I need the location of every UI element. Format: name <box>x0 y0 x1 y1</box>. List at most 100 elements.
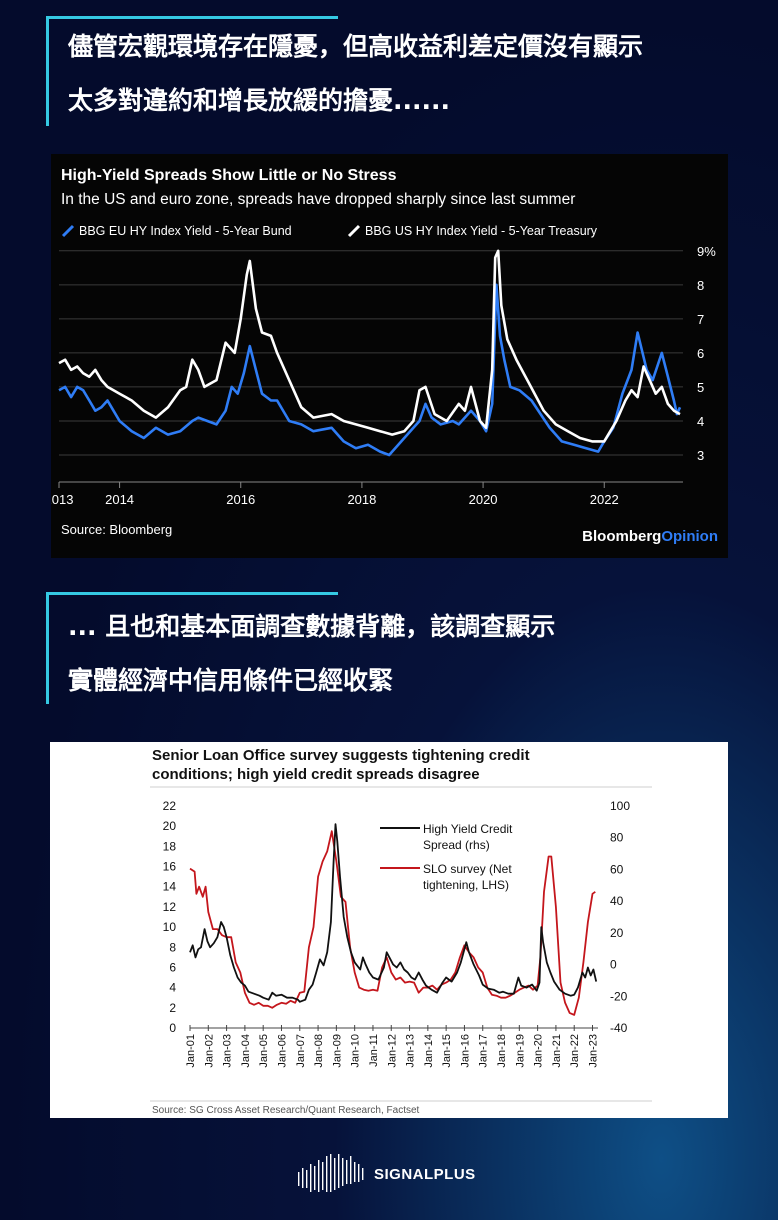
x-tick-label: Jan-12 <box>386 1034 398 1068</box>
x-tick-label: Jan-13 <box>405 1034 417 1068</box>
x-tick-label: Jan-10 <box>350 1034 362 1068</box>
middle-heading-line-2: 實體經濟中信用條件已經收緊 <box>68 666 394 695</box>
middle-heading-line-1: ... 且也和基本面調查數據背離，該調查顯示 <box>68 612 556 641</box>
x-tick-label: 2018 <box>347 492 376 507</box>
logo-bloomberg: Bloomberg <box>582 528 661 545</box>
chart1-y-axis: 3 4 5 6 7 8 9% <box>697 244 716 463</box>
legend-hy-label-1: High Yield Credit <box>423 822 513 836</box>
top-heading: 儘管宏觀環境存在隱憂，但高收益利差定價沒有顯示 太多對違約和增長放緩的擔憂...… <box>46 16 778 126</box>
x-tick-label: Jan-01 <box>185 1034 197 1068</box>
us-hy-spread-line <box>58 249 681 443</box>
x-tick-label: Jan-05 <box>258 1034 270 1068</box>
x-tick-label: Jan-23 <box>588 1034 600 1068</box>
right-y-tick-label: 20 <box>610 926 624 940</box>
x-tick-label: Jan-21 <box>551 1034 563 1068</box>
signalplus-wordmark: SIGNALPLUS <box>374 1166 476 1183</box>
chart1-x-axis: 2013 2014 2016 2018 2020 2022 <box>51 482 619 507</box>
left-y-tick-label: 8 <box>169 940 176 954</box>
x-tick-label: 2014 <box>105 492 134 507</box>
x-tick-label: Jan-07 <box>295 1034 307 1068</box>
x-tick-label: Jan-06 <box>277 1034 289 1068</box>
legend-hy-label-2: Spread (rhs) <box>423 838 490 852</box>
middle-heading-text: ... 且也和基本面調查數據背離，該調查顯示 實體經濟中信用條件已經收緊 <box>68 600 555 708</box>
left-y-tick-label: 6 <box>169 960 176 974</box>
right-y-tick-label: 0 <box>610 958 617 972</box>
x-tick-label: Jan-18 <box>496 1034 508 1068</box>
left-y-tick-label: 10 <box>163 920 177 934</box>
x-tick-label: Jan-02 <box>203 1034 215 1068</box>
chart2-series <box>189 823 598 1016</box>
top-heading-line-1: 儘管宏觀環境存在隱憂，但高收益利差定價沒有顯示 <box>68 32 644 61</box>
chart1-gridlines <box>59 250 683 483</box>
legend-eu-label: BBG EU HY Index Yield - 5-Year Bund <box>79 224 292 238</box>
heading-accent-top <box>46 592 338 595</box>
x-tick-label: Jan-14 <box>423 1034 435 1068</box>
x-tick-label: Jan-08 <box>313 1034 325 1068</box>
y-tick-label: 7 <box>697 312 704 327</box>
x-tick-label: 2022 <box>590 492 619 507</box>
eu-hy-spread-line <box>58 283 682 457</box>
top-heading-text: 儘管宏觀環境存在隱憂，但高收益利差定價沒有顯示 太多對違約和增長放緩的擔憂...… <box>68 20 643 128</box>
right-y-tick-label: 80 <box>610 831 624 845</box>
legend-eu-swatch <box>61 224 75 238</box>
left-y-tick-label: 18 <box>163 839 177 853</box>
x-tick-label: Jan-11 <box>368 1034 380 1067</box>
chart1-legend: BBG EU HY Index Yield - 5-Year Bund BBG … <box>61 224 598 238</box>
slo-survey-line <box>189 830 596 1016</box>
x-tick-label: Jan-17 <box>478 1034 490 1068</box>
x-tick-label: Jan-20 <box>533 1034 545 1068</box>
legend-us-label: BBG US HY Index Yield - 5-Year Treasury <box>365 224 598 238</box>
middle-heading: ... 且也和基本面調查數據背離，該調查顯示 實體經濟中信用條件已經收緊 <box>46 592 778 704</box>
right-y-tick-label: 100 <box>610 799 630 813</box>
bloomberg-chart-panel: High-Yield Spreads Show Little or No Str… <box>51 154 728 558</box>
chart1-series <box>58 249 682 457</box>
chart1-title: High-Yield Spreads Show Little or No Str… <box>61 167 397 184</box>
left-y-tick-label: 20 <box>163 819 177 833</box>
left-y-tick-label: 4 <box>169 981 176 995</box>
heading-accent-left <box>46 592 49 704</box>
left-y-tick-label: 22 <box>163 799 177 813</box>
x-tick-label: Jan-04 <box>240 1034 252 1068</box>
x-tick-label: 2016 <box>226 492 255 507</box>
chart2-title-line-1: Senior Loan Office survey suggests tight… <box>152 747 530 764</box>
chart1-subtitle: In the US and euro zone, spreads have dr… <box>61 191 575 208</box>
chart2-source: Source: SG Cross Asset Research/Quant Re… <box>152 1105 420 1116</box>
x-tick-label: Jan-16 <box>459 1034 471 1068</box>
x-tick-label: 2013 <box>51 492 73 507</box>
y-tick-label: 4 <box>697 414 704 429</box>
chart2-axes: 0 2 4 6 8 10 12 14 16 18 20 22 -40 -20 0 20 40 60 80 100 Jan… <box>163 799 631 1068</box>
bloomberg-chart: High-Yield Spreads Show Little or No Str… <box>51 167 718 545</box>
left-y-tick-label: 14 <box>163 880 177 894</box>
legend-us-swatch <box>347 224 361 238</box>
right-y-tick-label: 60 <box>610 862 624 876</box>
sound-wave-icon <box>298 1154 364 1192</box>
bloomberg-opinion-logo: BloombergOpinion <box>582 528 718 545</box>
hy-credit-spread-line <box>189 823 598 1003</box>
y-tick-label: 3 <box>697 448 704 463</box>
x-tick-label: Jan-09 <box>331 1034 343 1068</box>
slo-chart-panel: Senior Loan Office survey suggests tight… <box>50 742 728 1118</box>
left-y-tick-label: 0 <box>169 1021 176 1035</box>
x-tick-label: Jan-22 <box>569 1034 581 1068</box>
chart2-legend: High Yield Credit Spread (rhs) SLO surve… <box>380 822 513 892</box>
heading-accent-top <box>46 16 338 19</box>
slo-chart: Senior Loan Office survey suggests tight… <box>150 747 652 1116</box>
right-y-tick-label: -40 <box>610 1021 628 1035</box>
left-y-tick-label: 12 <box>163 900 177 914</box>
right-y-tick-label: 40 <box>610 894 624 908</box>
logo-opinion: Opinion <box>661 528 718 545</box>
legend-slo-label-1: SLO survey (Net <box>423 862 512 876</box>
y-tick-label: 5 <box>697 380 704 395</box>
y-tick-label: 9% <box>697 244 716 259</box>
right-y-tick-label: -20 <box>610 989 628 1003</box>
x-tick-label: 2020 <box>469 492 498 507</box>
left-y-tick-label: 16 <box>163 860 177 874</box>
x-tick-label: Jan-15 <box>441 1034 453 1068</box>
chart2-title-line-2: conditions; high yield credit spreads di… <box>152 766 480 783</box>
chart1-source: Source: Bloomberg <box>61 522 172 537</box>
x-tick-label: Jan-19 <box>514 1034 526 1068</box>
top-heading-line-2: 太多對違約和增長放緩的擔憂...... <box>68 86 450 115</box>
left-y-tick-label: 2 <box>169 1001 176 1015</box>
signalplus-logo: SIGNALPLUS <box>296 1150 496 1198</box>
y-tick-label: 6 <box>697 346 704 361</box>
